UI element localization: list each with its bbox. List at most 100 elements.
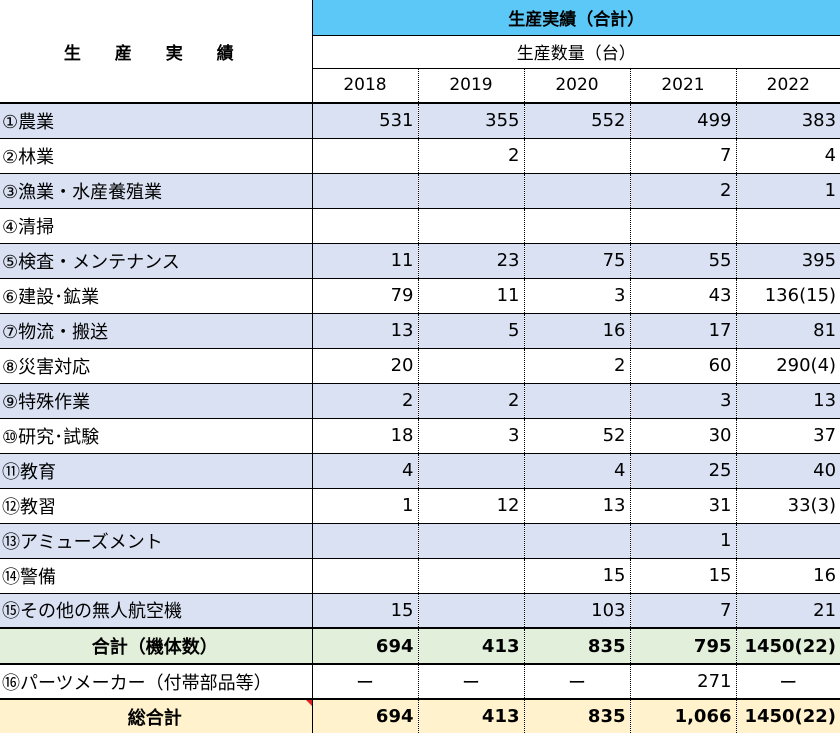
table-cell: 30 (630, 418, 737, 454)
table-cell: 1 (312, 488, 419, 524)
table-cell: 33(3) (736, 488, 840, 524)
row-label: ③漁業・水産養殖業 (0, 173, 313, 209)
row-label: ⑨特殊作業 (0, 383, 313, 419)
table-row: ②林業 2 7 4 (0, 138, 840, 174)
table-row: ⑭警備 15 15 16 (0, 558, 840, 594)
table-cell: 2 (418, 383, 525, 419)
table-cell (524, 208, 631, 244)
total-cell: 835 (524, 627, 631, 665)
table-row: ⑦物流・搬送 13 5 16 17 81 (0, 313, 840, 349)
parts-cell: ー (736, 664, 840, 700)
table-cell: 15 (524, 558, 631, 594)
row-label: ⑭警備 (0, 558, 313, 594)
table-cell: 7 (630, 593, 737, 629)
table-cell: 11 (312, 243, 419, 279)
table-cell: 290(4) (736, 348, 840, 384)
row-label: ⑥建設･鉱業 (0, 278, 313, 314)
table-cell (524, 383, 631, 419)
table-cell: 395 (736, 243, 840, 279)
row-label: ④清掃 (0, 208, 313, 244)
table-cell: 21 (736, 593, 840, 629)
parts-cell: 271 (630, 664, 737, 700)
total-label: 合計（機体数） (0, 627, 313, 665)
table-cell: 37 (736, 418, 840, 454)
band-title: 生産実績（合計） (312, 0, 840, 36)
year-header: 2021 (630, 68, 737, 104)
table-cell (312, 558, 419, 594)
table-cell: 531 (312, 103, 419, 139)
table-cell: 23 (418, 243, 525, 279)
table-cell: 18 (312, 418, 419, 454)
table-cell: 11 (418, 278, 525, 314)
table-row: ⑨特殊作業 2 2 3 13 (0, 383, 840, 419)
table-cell (312, 138, 419, 174)
row-label: ⑤検査・メンテナンス (0, 243, 313, 279)
table-cell: 2 (312, 383, 419, 419)
sub-title: 生産数量（台） (312, 35, 840, 69)
table-cell: 75 (524, 243, 631, 279)
row-label: ⑩研究･試験 (0, 418, 313, 454)
table-cell: 3 (630, 383, 737, 419)
table-cell: 12 (418, 488, 525, 524)
table-cell: 552 (524, 103, 631, 139)
table-cell: 4 (312, 453, 419, 489)
grand-total-label: 総合計 (0, 698, 313, 733)
total-cell: 1450(22) (736, 627, 840, 665)
table-row: ⑫教習 1 12 13 31 33(3) (0, 488, 840, 524)
table-cell: 16 (524, 313, 631, 349)
table-cell (524, 173, 631, 209)
table-cell (630, 208, 737, 244)
table-row: ④清掃 (0, 208, 840, 244)
table-cell: 1 (630, 523, 737, 559)
year-header: 2018 (312, 68, 419, 104)
row-label: ②林業 (0, 138, 313, 174)
row-label: ①農業 (0, 103, 313, 139)
total-cell: 795 (630, 627, 737, 665)
table-row: ⑪教育 4 4 25 40 (0, 453, 840, 489)
row-header-label: 生 産 実 績 (0, 0, 313, 104)
table-cell: 13 (524, 488, 631, 524)
grand-total-cell: 413 (418, 698, 525, 733)
grand-total-row: 総合計 694 413 835 1,066 1450(22) (0, 698, 840, 733)
total-row: 合計（機体数） 694 413 835 795 1450(22) (0, 627, 840, 665)
year-header: 2019 (418, 68, 525, 104)
table-cell: 17 (630, 313, 737, 349)
table-cell: 2 (524, 348, 631, 384)
table-row: ⑤検査・メンテナンス 11 23 75 55 395 (0, 243, 840, 279)
table-cell: 16 (736, 558, 840, 594)
table-row: ⑧災害対応 20 2 60 290(4) (0, 348, 840, 384)
table-cell (524, 138, 631, 174)
table-cell: 60 (630, 348, 737, 384)
table-cell: 81 (736, 313, 840, 349)
table-cell (736, 208, 840, 244)
year-header: 2022 (736, 68, 840, 104)
table-cell: 499 (630, 103, 737, 139)
grand-total-cell: 1,066 (630, 698, 737, 733)
parts-cell: ー (524, 664, 631, 700)
table-cell: 3 (524, 278, 631, 314)
table-cell: 13 (312, 313, 419, 349)
row-label: ⑫教習 (0, 488, 313, 524)
table-cell: 2 (630, 173, 737, 209)
table-cell: 7 (630, 138, 737, 174)
table-cell: 79 (312, 278, 419, 314)
parts-cell: ー (418, 664, 525, 700)
table-cell: 3 (418, 418, 525, 454)
table-cell (524, 523, 631, 559)
table-cell (312, 173, 419, 209)
table-cell: 4 (736, 138, 840, 174)
grand-total-cell: 1450(22) (736, 698, 840, 733)
table-cell (418, 173, 525, 209)
total-cell: 413 (418, 627, 525, 665)
table-row: ①農業 531 355 552 499 383 (0, 103, 840, 139)
row-label: ⑧災害対応 (0, 348, 313, 384)
table-row: ⑬アミューズメント 1 (0, 523, 840, 559)
row-label: ⑬アミューズメント (0, 523, 313, 559)
table-cell (736, 523, 840, 559)
table-cell: 31 (630, 488, 737, 524)
row-label: ⑦物流・搬送 (0, 313, 313, 349)
table-cell: 383 (736, 103, 840, 139)
table-cell: 43 (630, 278, 737, 314)
total-cell: 694 (312, 627, 419, 665)
